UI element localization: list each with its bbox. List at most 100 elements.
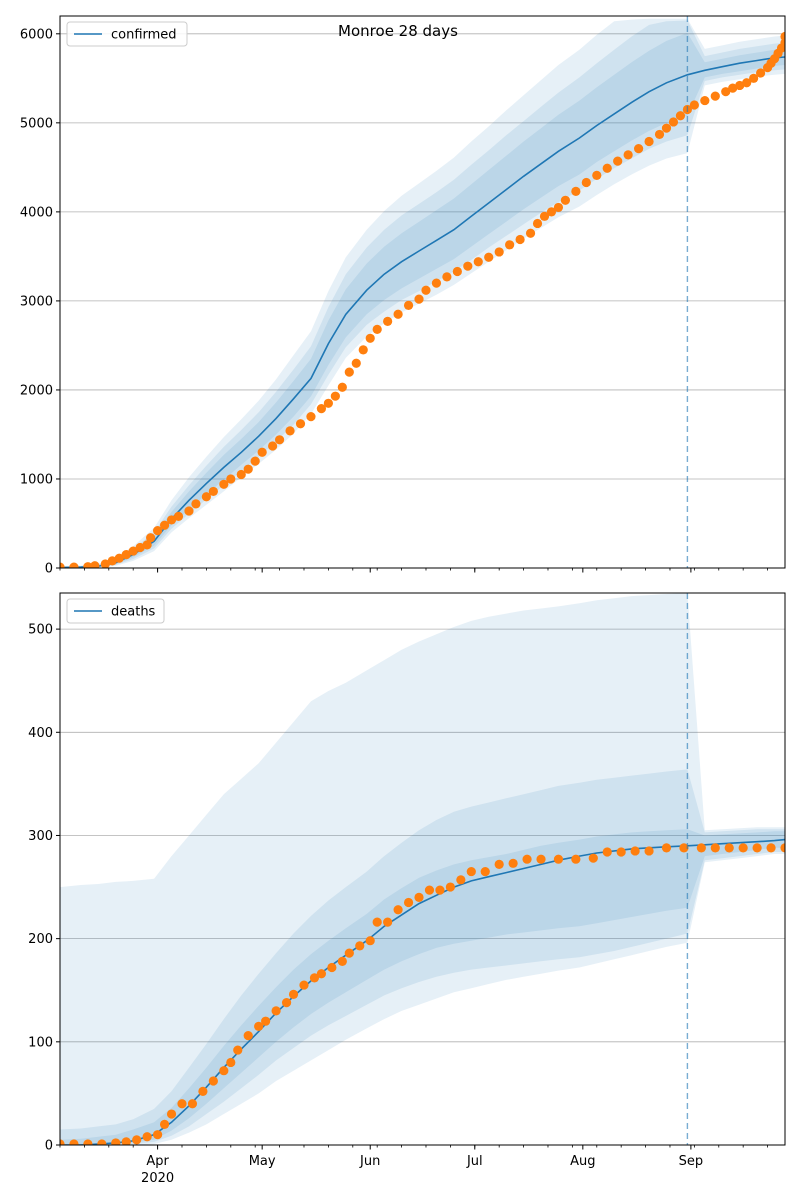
observed-point <box>173 511 184 521</box>
observed-point <box>553 854 564 864</box>
observed-point <box>316 404 327 414</box>
observed-point <box>60 562 65 568</box>
observed-point <box>383 917 393 927</box>
observed-point <box>546 207 557 217</box>
observed-point <box>393 309 403 319</box>
y-tick-label: 5000 <box>20 116 53 131</box>
confirmed-model-line <box>60 56 785 568</box>
observed-point <box>166 1109 177 1119</box>
y-tick-label: 2000 <box>20 383 53 398</box>
x-tick-label: Sep <box>679 1154 704 1169</box>
y-tick-label: 400 <box>28 726 53 741</box>
x-tick-label: Aug <box>570 1154 595 1169</box>
observed-point <box>613 156 623 166</box>
observed-point <box>365 333 375 343</box>
observed-point <box>187 1099 198 1109</box>
observed-point <box>424 885 435 895</box>
observed-point <box>261 1016 271 1026</box>
observed-point <box>146 533 156 543</box>
observed-point <box>756 68 766 78</box>
observed-point <box>135 542 145 553</box>
x-tick-label: Apr <box>146 1154 169 1169</box>
observed-point <box>536 854 546 864</box>
observed-point <box>602 163 612 173</box>
observed-point <box>226 1057 236 1068</box>
observed-point <box>327 962 337 973</box>
observed-point <box>358 345 368 355</box>
deaths-band-1 <box>60 829 785 1145</box>
observed-point <box>236 469 246 480</box>
observed-point <box>421 285 431 295</box>
observed-point <box>250 456 260 466</box>
observed-point <box>142 1132 152 1142</box>
observed-point <box>372 917 382 927</box>
observed-point <box>780 843 785 853</box>
observed-point <box>742 78 752 88</box>
observed-point <box>208 1076 218 1086</box>
observed-point <box>355 941 365 951</box>
observed-point <box>198 1086 208 1096</box>
observed-point <box>634 144 644 154</box>
observed-point <box>766 843 776 853</box>
observed-point <box>654 129 665 140</box>
observed-point <box>515 234 525 245</box>
observed-point <box>114 553 124 563</box>
observed-point <box>69 1139 79 1145</box>
observed-point <box>588 853 598 863</box>
observed-point <box>532 218 543 229</box>
confirmed-plot-area <box>60 18 785 568</box>
observed-point <box>522 854 532 864</box>
x-tick-year-label: 2020 <box>141 1171 174 1186</box>
observed-point <box>414 294 424 304</box>
observed-point <box>243 1031 253 1041</box>
observed-point <box>142 540 152 550</box>
observed-point <box>616 847 626 857</box>
observed-point <box>344 948 354 958</box>
observed-point <box>780 31 785 42</box>
observed-point <box>724 843 734 853</box>
legend-label: deaths <box>111 605 156 620</box>
observed-point <box>675 111 686 121</box>
observed-point <box>219 479 229 489</box>
observed-point <box>107 556 117 566</box>
confirmed-band-3 <box>60 18 785 568</box>
y-tick-label: 4000 <box>20 205 53 220</box>
confirmed-chart-panel: 0 1000 2000 3000 4000 5000 6000 confirmed <box>20 15 786 577</box>
observed-point <box>233 1045 243 1055</box>
y-tick-label: 0 <box>45 1139 53 1154</box>
observed-point <box>344 367 354 377</box>
observed-point <box>90 561 100 568</box>
legend-box <box>66 598 165 624</box>
observed-point <box>473 257 483 267</box>
y-tick-label: 500 <box>28 623 53 638</box>
observed-point <box>152 526 163 536</box>
observed-point <box>445 882 455 892</box>
observed-point <box>463 261 473 271</box>
observed-point <box>581 177 591 188</box>
observed-point <box>285 426 295 436</box>
observed-point <box>159 1119 170 1129</box>
observed-point <box>721 87 731 97</box>
observed-point <box>560 195 571 205</box>
observed-point <box>159 520 170 530</box>
observed-point <box>306 412 316 422</box>
observed-point <box>330 391 340 401</box>
observed-point <box>696 843 706 853</box>
observed-point <box>121 550 131 560</box>
observed-point <box>299 980 309 990</box>
observed-point <box>630 846 640 856</box>
observed-point <box>201 492 211 502</box>
observed-point <box>243 464 253 474</box>
observed-point <box>226 474 236 484</box>
legend-label: confirmed <box>111 28 177 43</box>
y-tick-label: 200 <box>28 932 53 947</box>
observed-point <box>738 843 748 853</box>
observed-point <box>111 1138 121 1145</box>
observed-point <box>661 123 672 133</box>
observed-point <box>337 956 347 966</box>
observed-point <box>403 897 414 908</box>
observed-point <box>403 300 414 310</box>
y-tick-label: 1000 <box>20 472 53 487</box>
observed-point <box>602 847 612 857</box>
observed-point <box>442 272 452 282</box>
